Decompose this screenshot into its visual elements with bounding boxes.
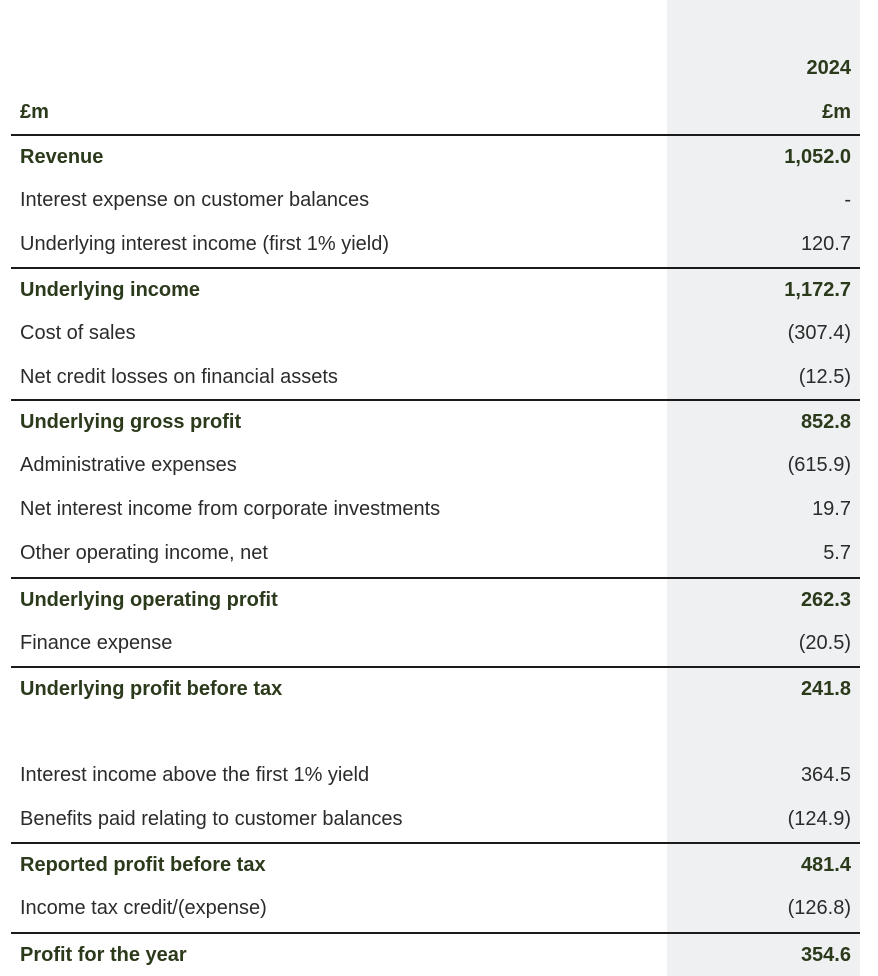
row-label: Net interest income from corporate inves… bbox=[20, 497, 441, 520]
table-row: Interest income above the first 1% yield… bbox=[11, 753, 860, 797]
table-header-unit-row: £m £m bbox=[11, 90, 860, 134]
table-row: Finance expense (20.5) bbox=[11, 621, 860, 665]
row-label: Interest income above the first 1% yield bbox=[20, 763, 370, 786]
row-label: Reported profit before tax bbox=[20, 853, 266, 876]
table-row: Other operating income, net 5.7 bbox=[11, 531, 860, 575]
unit-label-header: £m bbox=[20, 100, 49, 123]
row-value: 354.6 bbox=[800, 943, 851, 966]
table-row: Net interest income from corporate inves… bbox=[11, 487, 860, 531]
row-value: (615.9) bbox=[787, 453, 851, 476]
unit-value-header: £m bbox=[822, 100, 851, 123]
table-row-underlying-profit-before-tax: Underlying profit before tax 241.8 bbox=[11, 666, 860, 710]
table-row: Cost of sales (307.4) bbox=[11, 311, 860, 355]
row-label: Revenue bbox=[20, 145, 104, 168]
row-label: Profit for the year bbox=[20, 943, 187, 966]
row-value: 481.4 bbox=[800, 853, 851, 876]
row-value: (126.8) bbox=[787, 896, 851, 919]
row-label: Interest expense on customer balances bbox=[20, 188, 370, 211]
year-header: 2024 bbox=[806, 56, 852, 79]
row-label: Administrative expenses bbox=[20, 453, 237, 476]
current-year-column-shade bbox=[667, 0, 860, 976]
table-row-underlying-operating-profit: Underlying operating profit 262.3 bbox=[11, 577, 860, 621]
table-row: Benefits paid relating to customer balan… bbox=[11, 797, 860, 841]
row-label: Underlying profit before tax bbox=[20, 677, 283, 700]
row-value: - bbox=[844, 188, 851, 211]
row-label: Cost of sales bbox=[20, 321, 136, 344]
row-label: Income tax credit/(expense) bbox=[20, 896, 267, 919]
row-value: 5.7 bbox=[823, 541, 851, 564]
row-label: Underlying interest income (first 1% yie… bbox=[20, 232, 390, 255]
row-label: Net credit losses on financial assets bbox=[20, 365, 338, 388]
row-label: Underlying gross profit bbox=[20, 410, 242, 433]
table-row: Income tax credit/(expense) (126.8) bbox=[11, 886, 860, 930]
row-value: (307.4) bbox=[787, 321, 851, 344]
row-value: 19.7 bbox=[812, 497, 851, 520]
row-value: 1,052.0 bbox=[784, 145, 851, 168]
row-value: 262.3 bbox=[800, 588, 851, 611]
row-value: 852.8 bbox=[800, 410, 851, 433]
table-row: Net credit losses on financial assets (1… bbox=[11, 355, 860, 399]
table-row: Underlying interest income (first 1% yie… bbox=[11, 222, 860, 266]
row-label: Underlying operating profit bbox=[20, 588, 278, 611]
row-value: (20.5) bbox=[798, 631, 851, 654]
table-header-year-row: 2024 bbox=[11, 48, 860, 88]
row-value: (124.9) bbox=[787, 807, 851, 830]
row-label: Other operating income, net bbox=[20, 541, 268, 564]
table-row-underlying-income: Underlying income 1,172.7 bbox=[11, 267, 860, 311]
table-row-underlying-gross-profit: Underlying gross profit 852.8 bbox=[11, 399, 860, 443]
row-value: 1,172.7 bbox=[784, 278, 851, 301]
row-label: Benefits paid relating to customer balan… bbox=[20, 807, 403, 830]
row-label: Finance expense bbox=[20, 631, 173, 654]
row-value: 241.8 bbox=[800, 677, 851, 700]
row-value: (12.5) bbox=[798, 365, 851, 388]
row-label: Underlying income bbox=[20, 278, 201, 301]
table-row: Administrative expenses (615.9) bbox=[11, 443, 860, 487]
table-row-revenue: Revenue 1,052.0 bbox=[11, 134, 860, 178]
table-row-reported-profit-before-tax: Reported profit before tax 481.4 bbox=[11, 842, 860, 886]
table-row-profit-for-the-year: Profit for the year 354.6 bbox=[11, 932, 860, 976]
table-row: Interest expense on customer balances - bbox=[11, 178, 860, 222]
row-value: 364.5 bbox=[800, 763, 851, 786]
row-value: 120.7 bbox=[800, 232, 851, 255]
